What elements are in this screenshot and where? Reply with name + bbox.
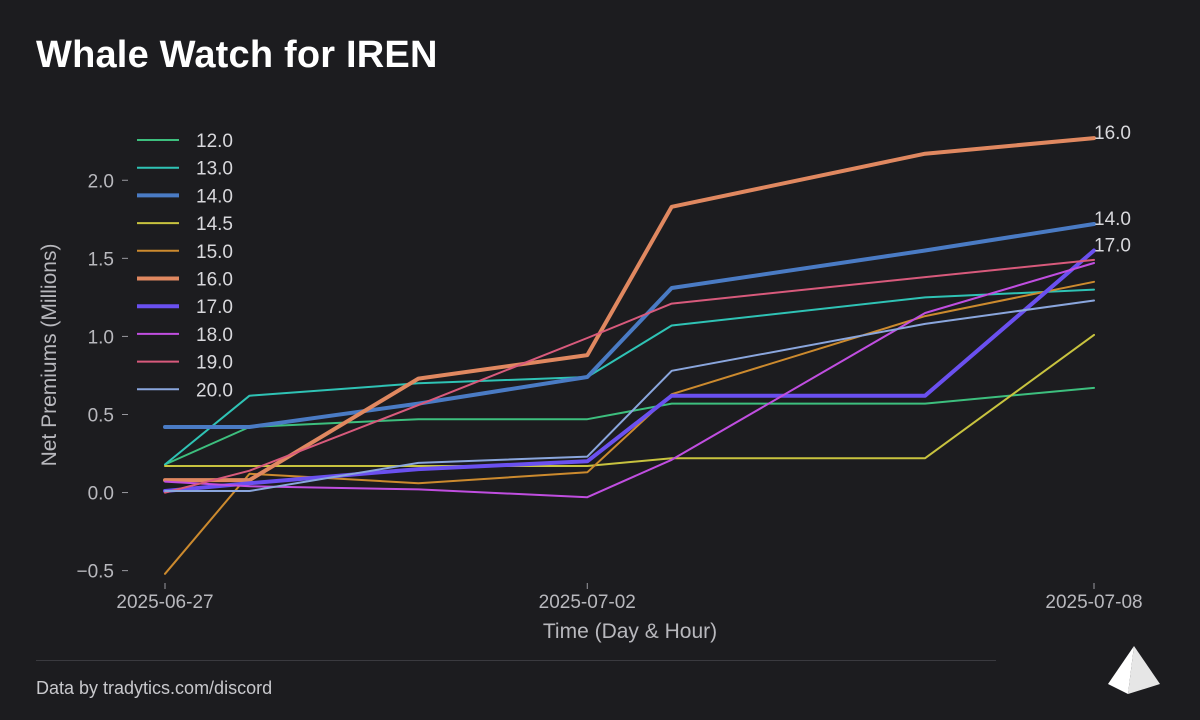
footer-credit: Data by tradytics.com/discord [36, 678, 273, 698]
y-tick-label: −0.5 [76, 562, 114, 583]
series-line-17-0 [163, 248, 1096, 493]
y-tick-label: 1.0 [88, 327, 114, 348]
series-line-15-0 [164, 280, 1095, 575]
legend-label: 14.0 [196, 186, 233, 207]
legend-label: 13.0 [196, 159, 233, 180]
y-tick-label: 0.0 [88, 484, 114, 505]
series-line-14-5 [164, 333, 1095, 467]
line-chart: −0.5 0.0 0.5 1.0 1.5 2.0 2025-06-27 2025-07-02 2… [38, 123, 1143, 643]
legend-label: 17.0 [196, 297, 233, 318]
y-tick-label: 0.5 [88, 405, 114, 426]
end-label: 16.0 [1094, 123, 1131, 144]
y-tick-label: 1.5 [88, 249, 114, 270]
legend-label: 18.0 [196, 325, 233, 346]
triangle-logo-icon [1108, 646, 1160, 694]
x-axis-label: Time (Day & Hour) [543, 620, 717, 643]
series-line-14-0 [163, 222, 1096, 429]
end-label: 14.0 [1094, 209, 1131, 230]
legend-label: 16.0 [196, 270, 233, 291]
y-tick-label: 2.0 [88, 171, 114, 192]
legend-label: 14.5 [196, 214, 233, 235]
chart-title: Whale Watch for IREN [36, 34, 438, 76]
x-tick-label: 2025-07-02 [539, 592, 636, 613]
series-line-20-0 [164, 299, 1095, 492]
series-line-13-0 [164, 288, 1095, 466]
legend-label: 20.0 [196, 380, 233, 401]
legend-label: 15.0 [196, 242, 233, 263]
y-axis-label: Net Premiums (Millions) [38, 244, 61, 467]
footer-divider [36, 660, 996, 661]
series-line-18-0 [164, 262, 1095, 499]
x-tick-label: 2025-07-08 [1045, 592, 1142, 613]
series-line-16-0 [163, 136, 1096, 483]
legend-label: 19.0 [196, 353, 233, 374]
legend-label: 12.0 [196, 131, 233, 152]
series-line-19-0 [164, 258, 1095, 494]
end-label: 17.0 [1094, 236, 1131, 257]
x-tick-label: 2025-06-27 [116, 592, 213, 613]
